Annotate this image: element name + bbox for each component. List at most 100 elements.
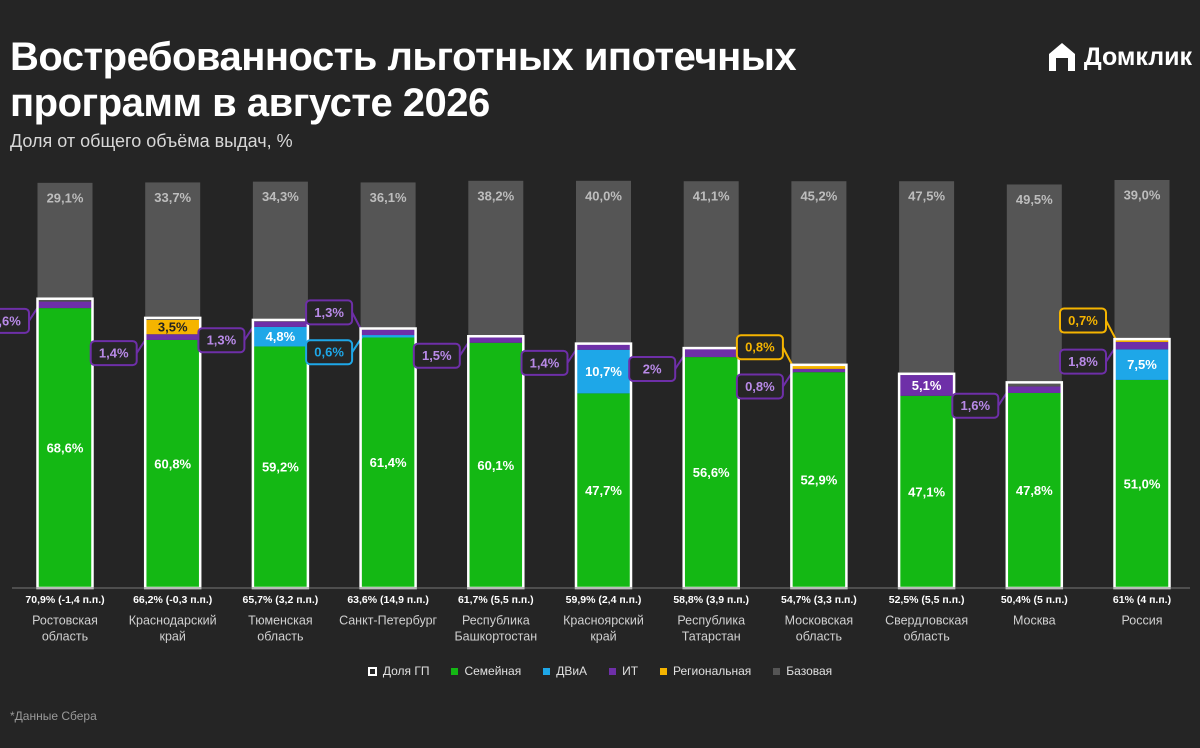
bar-segment: [468, 180, 524, 337]
bar-segment: [252, 321, 308, 327]
bar-segment: [683, 348, 739, 358]
callout-label: 1,8%: [1068, 354, 1098, 369]
x-tick-label: область: [796, 629, 842, 643]
callout: 1,4%: [89, 336, 149, 367]
gp-label: 63,6% (14,9 п.п.): [347, 594, 429, 606]
bar-segment: [145, 182, 201, 320]
x-tick-label: область: [257, 629, 303, 643]
callout: 0,7%: [1059, 307, 1118, 342]
bar-label: 49,5%: [1016, 192, 1053, 207]
legend-label: Доля ГП: [382, 664, 430, 678]
footnote: *Данные Сбера: [10, 709, 97, 723]
bar-segment: [1114, 180, 1170, 340]
legend-swatch: [609, 667, 617, 675]
bar-segment: [899, 375, 955, 396]
legend-item: Базовая: [773, 664, 832, 678]
bar-segment: [791, 181, 847, 366]
bar-segment: [899, 181, 955, 376]
callout-label: 1,3%: [314, 305, 344, 320]
brand-icon: [1048, 43, 1075, 71]
bar-label: 29,1%: [47, 190, 84, 205]
bar-label: 68,6%: [47, 440, 84, 455]
bar-label: 4,8%: [266, 329, 296, 344]
legend-item: Доля ГП: [367, 664, 430, 678]
bar-label: 33,7%: [154, 190, 191, 205]
callout: 0,8%: [735, 369, 795, 400]
bar-segment: [37, 182, 93, 302]
legend-item: ИТ: [609, 664, 638, 678]
callout: 1,3%: [197, 323, 256, 354]
callout-label: 1,5%: [422, 348, 452, 363]
callout-label: 0,7%: [1068, 313, 1098, 328]
bar-segment: [683, 357, 739, 588]
legend-item: Семейная: [451, 664, 521, 678]
callout-label: 1,6%: [960, 398, 990, 413]
bar-label: 60,8%: [154, 456, 191, 471]
callout-box: [735, 373, 784, 400]
gp-label: 61% (4 п.п.): [1113, 594, 1171, 606]
bar-segment: [37, 308, 93, 588]
legend-swatch: [451, 667, 459, 675]
bar-label: 41,1%: [693, 189, 730, 204]
bar-segment: [1114, 349, 1170, 380]
x-tick-label: Санкт-Петербург: [339, 613, 437, 627]
gp-label: 65,7% (3,2 п.п.): [243, 594, 319, 606]
bar-segment: [145, 319, 201, 335]
bar-label: 36,1%: [370, 190, 407, 205]
bar-segment: [252, 346, 308, 588]
legend-label: Базовая: [786, 664, 833, 678]
bar-segment: [576, 393, 631, 588]
bar-segment: [145, 339, 201, 588]
chart-subtitle: Доля от общего объёма выдач, %: [10, 131, 293, 151]
callout: 1,4%: [520, 346, 579, 376]
gp-label: 58,8% (3,9 п.п.): [673, 594, 749, 606]
bar-segment: [791, 365, 847, 369]
gp-label: 66,2% (-0,3 п.п.): [133, 594, 212, 606]
bar-label: 61,4%: [370, 455, 407, 470]
bar-segment: [791, 368, 847, 373]
bar-segment: [468, 342, 524, 588]
gp-label: 50,4% (5 п.п.): [1001, 594, 1068, 606]
bar-label: 60,1%: [477, 458, 514, 473]
bar-segment: [360, 335, 416, 338]
legend-swatch: [543, 667, 551, 675]
legend: Доля ГП Семейная ДВиА ИТ Региональная Базовая: [0, 664, 1200, 678]
callout-box: [305, 299, 354, 326]
bar-label: 39,0%: [1124, 187, 1161, 202]
callout-label: 1,4%: [530, 355, 560, 370]
x-tick-label: Республика: [462, 613, 530, 627]
bar-segment: [252, 181, 308, 322]
callout-leader: [1105, 320, 1118, 342]
x-tick-label: Краснодарский: [129, 613, 217, 627]
callout-label: 1,4%: [99, 346, 129, 361]
x-tick-label: область: [903, 629, 949, 643]
x-tick-label: Красноярский: [563, 613, 644, 627]
bar-label: 10,7%: [585, 364, 622, 379]
x-tick-label: Московская: [785, 613, 854, 627]
legend-item: Региональная: [660, 664, 751, 678]
callout-box: [197, 327, 246, 354]
x-tick-label: Республика: [677, 613, 745, 627]
bar-segment: [1114, 341, 1170, 350]
bar-segment: [145, 334, 201, 340]
x-tick-label: Тюменская: [248, 613, 312, 627]
callout-box: [412, 342, 461, 369]
x-tick-label: Ростовская: [32, 613, 98, 627]
bar-segment: [360, 337, 416, 588]
bar-label: 51,0%: [1124, 476, 1161, 491]
chart-title: Востребованность льготных ипотечных прог…: [10, 35, 797, 125]
bar-label: 38,2%: [477, 188, 514, 203]
gp-label: 61,7% (5,5 п.п.): [458, 594, 534, 606]
bar-segment: [576, 180, 631, 345]
bar-segment: [1006, 392, 1062, 588]
callout-box: [735, 334, 784, 361]
bar-segment: [899, 395, 955, 588]
callout-box: [1059, 307, 1107, 334]
callout-box: [0, 307, 30, 334]
callout-label: 1,6%: [0, 313, 21, 328]
x-tick-label: область: [42, 629, 88, 643]
x-tick-label: Свердловская: [885, 613, 968, 627]
bar-segment: [468, 336, 524, 343]
legend-swatch: [367, 666, 377, 676]
